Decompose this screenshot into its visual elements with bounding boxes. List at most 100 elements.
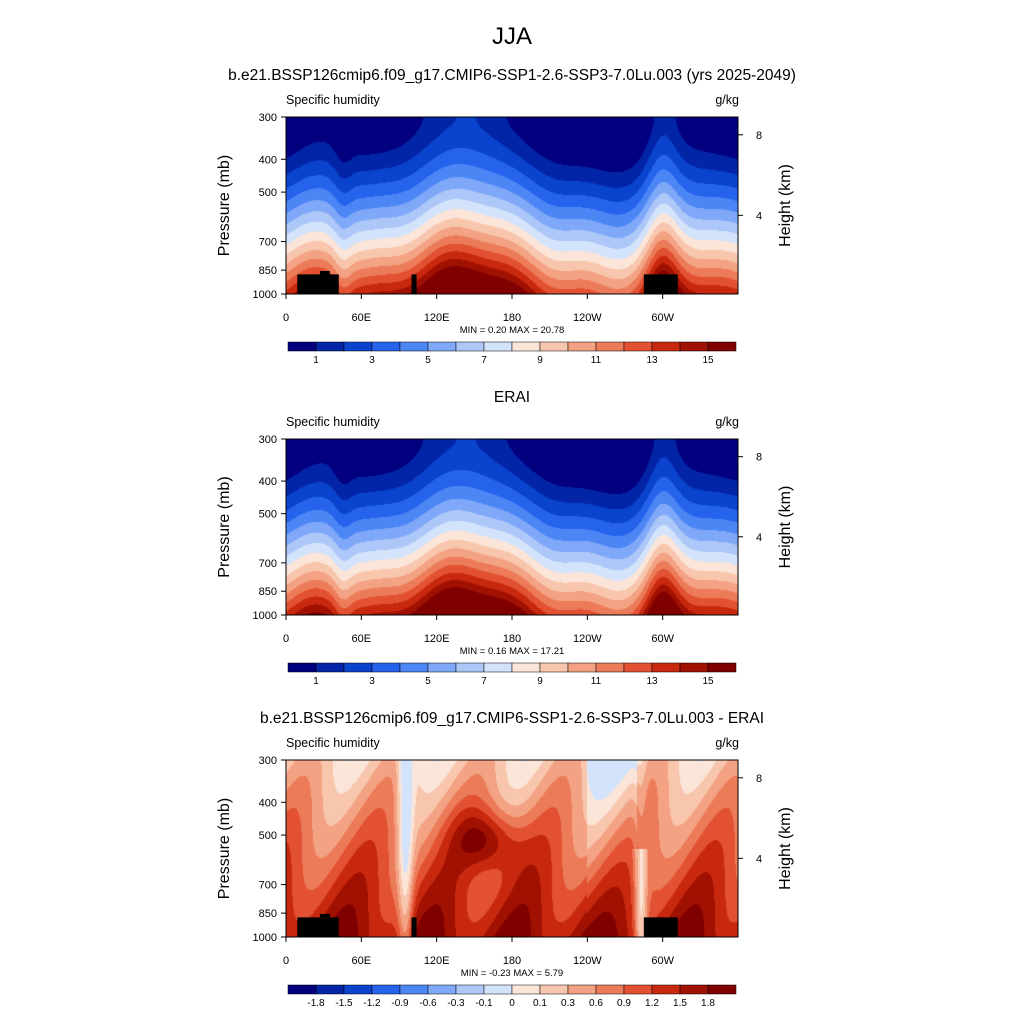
y-tick-label: 400 — [259, 797, 277, 809]
terrain-mask — [319, 913, 330, 937]
colorbar-label: -0.6 — [419, 998, 437, 1009]
colorbar-label: -0.9 — [391, 998, 409, 1009]
height-tick-label: 4 — [756, 853, 762, 865]
colorbar-label: 9 — [537, 676, 543, 687]
panel-variable-label: Specific humidity — [286, 415, 381, 429]
y-tick-label: 300 — [259, 755, 277, 767]
colorbar-label: 15 — [702, 355, 714, 366]
y-tick-label: 850 — [259, 265, 277, 277]
colorbar-swatch — [651, 341, 681, 352]
colorbar-label: -1.8 — [307, 998, 325, 1009]
colorbar-label: -1.2 — [363, 998, 381, 1009]
colorbar-swatch — [511, 662, 541, 673]
colorbar-swatch — [651, 662, 681, 673]
min-max-stats: MIN = 0.16 MAX = 17.21 — [460, 646, 565, 657]
colorbar-swatch — [539, 662, 569, 673]
colorbar-label: 11 — [591, 676, 602, 687]
x-tick-label: 60E — [352, 955, 372, 967]
x-tick-label: 0 — [283, 633, 289, 645]
colorbar-swatch — [455, 341, 485, 352]
colorbar-label: 15 — [702, 676, 714, 687]
height-tick-label: 8 — [756, 452, 762, 464]
height-axis-title: Height (km) — [777, 486, 794, 569]
colorbar-swatch — [399, 341, 429, 352]
height-tick-label: 8 — [756, 773, 762, 785]
colorbar-swatch — [287, 984, 317, 995]
colorbar-swatch — [623, 984, 653, 995]
colorbar-label: 5 — [425, 355, 431, 366]
x-tick-label: 120E — [424, 633, 450, 645]
y-tick-label: 700 — [259, 558, 277, 570]
height-axis-title: Height (km) — [777, 807, 794, 890]
y-axis-title: Pressure (mb) — [216, 155, 233, 256]
terrain-mask — [643, 274, 678, 294]
field-contours — [286, 760, 738, 937]
y-tick-label: 300 — [259, 112, 277, 124]
colorbar-label: 11 — [591, 355, 602, 366]
colorbar-swatch — [371, 984, 401, 995]
x-tick-label: 180 — [503, 955, 521, 967]
x-tick-label: 60W — [651, 955, 674, 967]
colorbar-swatch — [399, 984, 429, 995]
field-contours — [286, 117, 738, 294]
colorbar-swatch — [511, 341, 541, 352]
colorbar-swatch — [427, 341, 457, 352]
x-tick-label: 120E — [424, 312, 450, 324]
figure-title: JJA — [492, 23, 532, 50]
colorbar-label: 0.1 — [533, 998, 547, 1009]
x-tick-label: 60E — [352, 633, 372, 645]
height-axis-title: Height (km) — [777, 164, 794, 247]
y-tick-label: 500 — [259, 830, 277, 842]
colorbar-label: 5 — [425, 676, 431, 687]
panel-units-label: g/kg — [715, 93, 739, 107]
colorbar-swatch — [707, 984, 737, 995]
x-tick-label: 60W — [651, 312, 674, 324]
colorbar-label: 1.5 — [673, 998, 687, 1009]
height-tick-label: 8 — [756, 130, 762, 142]
field-contours — [286, 439, 738, 615]
panel-1 — [281, 116, 743, 352]
terrain-mask — [411, 274, 417, 294]
colorbar-swatch — [455, 984, 485, 995]
colorbar-swatch — [707, 341, 737, 352]
min-max-stats: MIN = 0.20 MAX = 20.78 — [460, 325, 565, 336]
colorbar-label: 1 — [313, 355, 319, 366]
y-axis-title: Pressure (mb) — [216, 476, 233, 577]
colorbar-label: 0.9 — [617, 998, 631, 1009]
colorbar-swatch — [371, 341, 401, 352]
y-tick-label: 500 — [259, 509, 277, 521]
colorbar-label: 13 — [646, 355, 658, 366]
colorbar-swatch — [511, 984, 541, 995]
colorbar-label: 7 — [481, 676, 487, 687]
colorbar-swatch — [679, 984, 709, 995]
colorbar-swatch — [287, 341, 317, 352]
colorbar-swatch — [399, 662, 429, 673]
panel-units-label: g/kg — [715, 736, 739, 750]
colorbar-swatch — [623, 662, 653, 673]
terrain-mask — [319, 270, 330, 294]
x-tick-label: 120W — [573, 312, 602, 324]
y-tick-label: 700 — [259, 880, 277, 892]
colorbar-label: 13 — [646, 676, 658, 687]
colorbar-label: 0 — [509, 998, 515, 1009]
y-tick-label: 850 — [259, 586, 277, 598]
colorbar-swatch — [315, 662, 345, 673]
colorbar-label: 1.2 — [645, 998, 659, 1009]
colorbar-swatch — [539, 984, 569, 995]
colorbar-swatch — [427, 662, 457, 673]
colorbar-swatch — [343, 984, 373, 995]
height-tick-label: 4 — [756, 210, 762, 222]
colorbar-swatch — [315, 341, 345, 352]
x-tick-label: 120W — [573, 633, 602, 645]
colorbar-swatch — [483, 662, 513, 673]
x-tick-label: 0 — [283, 955, 289, 967]
x-tick-label: 120E — [424, 955, 450, 967]
colorbar-swatch — [679, 662, 709, 673]
colorbar-swatch — [287, 662, 317, 673]
colorbar-swatch — [539, 341, 569, 352]
panel-3 — [281, 759, 743, 995]
colorbar-swatch — [651, 984, 681, 995]
colorbar-label: -1.5 — [335, 998, 353, 1009]
y-tick-label: 850 — [259, 908, 277, 920]
